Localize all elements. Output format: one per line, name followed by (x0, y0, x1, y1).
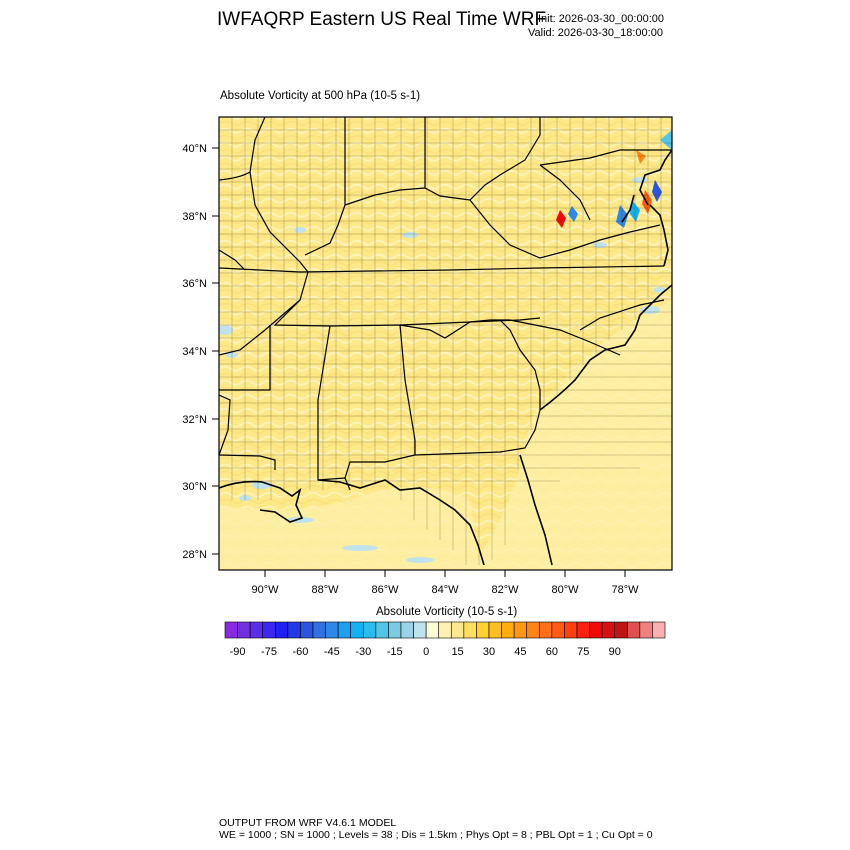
colorbar-swatch (551, 621, 565, 639)
colorbar-label: 30 (483, 646, 495, 658)
colorbar-label: -45 (324, 646, 340, 658)
map-title: IWFAQRP Eastern US Real Time WRF (217, 9, 547, 30)
lon-tick-label: 84°W (431, 584, 459, 596)
colorbar-swatch (513, 621, 528, 639)
colorbar-swatch (564, 621, 578, 639)
colorbar-swatch (274, 621, 289, 639)
colorbar-swatch (576, 621, 590, 639)
colorbar-swatch (388, 621, 402, 639)
colorbar-swatch (249, 621, 264, 639)
lon-tick-label: 88°W (311, 584, 339, 596)
colorbar-swatch (224, 621, 238, 639)
colorbar-label: 45 (514, 646, 526, 658)
colorbar-swatch (639, 621, 653, 639)
model-settings-footer: WE = 1000 ; SN = 1000 ; Levels = 38 ; Di… (219, 829, 653, 841)
colorbar-swatch (488, 621, 502, 639)
init-time: Init: 2026-03-30_00:00:00 (538, 13, 664, 25)
plot-title: Absolute Vorticity at 500 hPa (10-5 s-1) (220, 90, 421, 102)
lat-tick-label: 34°N (182, 346, 207, 358)
colorbar-swatch (589, 621, 603, 639)
colorbar-label: 60 (546, 646, 558, 658)
lon-tick-label: 82°W (491, 584, 519, 596)
colorbar-label: 90 (609, 646, 621, 658)
longitude-axis: 90°W 88°W 86°W 84°W 82°W 80°W 78°W (251, 570, 639, 596)
coastline (219, 149, 672, 566)
colorbar-swatch (476, 621, 490, 639)
colorbar-label: 75 (577, 646, 589, 658)
valid-time: Valid: 2026-03-30_18:00:00 (528, 27, 663, 39)
lat-tick-label: 32°N (182, 414, 207, 426)
colorbar-swatch (237, 621, 251, 639)
latitude-axis: 40°N 38°N 36°N 34°N 32°N 30°N 28°N (182, 143, 219, 561)
colorbar-swatch (325, 621, 339, 639)
map-field (219, 117, 672, 570)
lat-tick-label: 36°N (182, 278, 207, 290)
colorbar-label: -15 (387, 646, 403, 658)
colorbar-swatch (501, 621, 515, 639)
colorbar-swatch (287, 621, 301, 639)
colorbar-label: -30 (355, 646, 371, 658)
colorbar-title: Absolute Vorticity (10-5 s-1) (376, 606, 518, 618)
colorbar-swatch (337, 621, 352, 639)
colorbar-swatch (538, 621, 553, 639)
model-footer: OUTPUT FROM WRF V4.6.1 MODEL (219, 817, 397, 829)
colorbar-swatch (626, 621, 641, 639)
colorbar-swatch (438, 621, 452, 639)
colorbar-swatch (450, 621, 465, 639)
lat-tick-label: 28°N (182, 549, 207, 561)
colorbar-swatch (312, 621, 326, 639)
colorbar-label: -90 (230, 646, 246, 658)
colorbar-label: 15 (451, 646, 463, 658)
colorbar-label: -75 (261, 646, 277, 658)
lat-tick-label: 40°N (182, 143, 207, 155)
colorbar-swatch (425, 621, 440, 639)
colorbar-swatch (652, 621, 666, 639)
lon-tick-label: 90°W (251, 584, 279, 596)
colorbar-label: -60 (292, 646, 308, 658)
colorbar-swatch (362, 621, 377, 639)
colorbar-swatch (300, 621, 314, 639)
colorbar-swatch (375, 621, 389, 639)
colorbar-swatch (463, 621, 477, 639)
colorbar-swatch (350, 621, 364, 639)
colorbar-swatch (526, 621, 540, 639)
colorbar-swatch (614, 621, 628, 639)
colorbar-swatch (400, 621, 414, 639)
lon-tick-label: 80°W (551, 584, 579, 596)
lon-tick-label: 78°W (611, 584, 639, 596)
lat-tick-label: 30°N (182, 481, 207, 493)
colorbar-swatch (262, 621, 276, 639)
lon-tick-label: 86°W (371, 584, 399, 596)
colorbar: -90 -75 -60 -45 -30 -15 0 15 30 45 60 75 90 (224, 621, 666, 658)
colorbar-swatch (413, 621, 427, 639)
colorbar-swatch (601, 621, 616, 639)
colorbar-label: 0 (423, 646, 429, 658)
lat-tick-label: 38°N (182, 211, 207, 223)
